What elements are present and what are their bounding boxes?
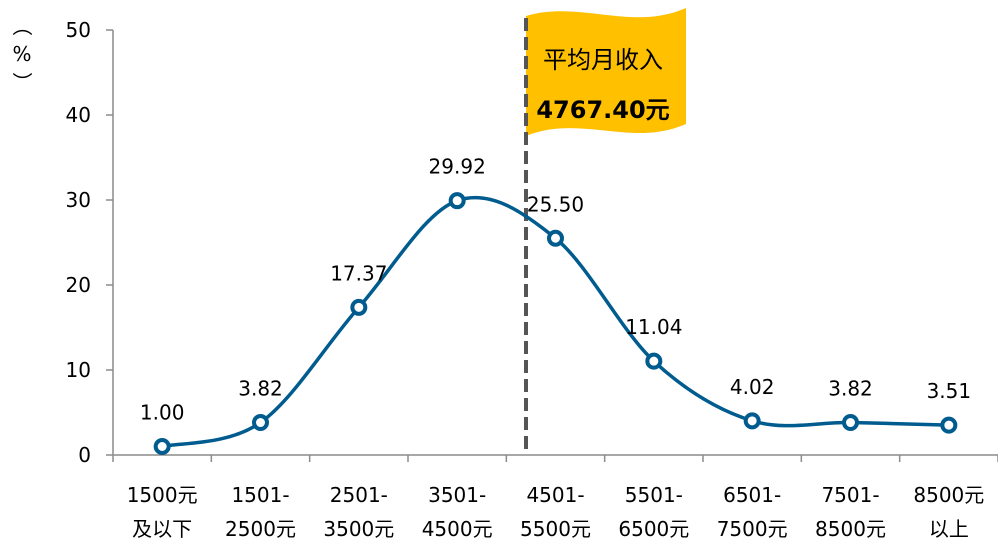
- data-label: 17.37: [330, 261, 387, 285]
- data-point: [252, 414, 269, 432]
- data-label: 1.00: [140, 401, 185, 425]
- y-tick-label: 30: [66, 188, 91, 212]
- data-label: 3.82: [828, 377, 873, 401]
- x-tick-label: 8500元: [815, 517, 886, 541]
- x-tick-label: 2500元: [225, 517, 296, 541]
- x-tick-label: 2501-: [330, 483, 388, 507]
- y-tick-label: 0: [78, 443, 91, 467]
- y-axis-label-char: （: [10, 16, 34, 36]
- data-label: 29.92: [429, 155, 486, 179]
- y-axis-label: （% ）: [10, 16, 34, 92]
- data-point: [547, 229, 564, 247]
- data-label: 3.51: [927, 379, 972, 403]
- average-income-annotation: 平均月收入 4767.40元: [524, 8, 686, 455]
- y-axis-label-char: %: [12, 42, 31, 66]
- x-tick-label: 3500元: [323, 517, 394, 541]
- y-tick-label: 10: [66, 358, 91, 382]
- data-point: [842, 414, 859, 432]
- x-tick-label: 1500元: [127, 483, 198, 507]
- x-tick-label: 4500元: [422, 517, 493, 541]
- data-point: [645, 352, 663, 370]
- data-point: [743, 412, 761, 430]
- x-tick-label: 5501-: [625, 483, 683, 507]
- annotation-title: 平均月收入: [543, 46, 663, 74]
- y-tick-label: 20: [66, 273, 91, 297]
- data-point: [940, 416, 958, 434]
- data-label: 3.82: [238, 377, 283, 401]
- data-point: [448, 192, 466, 210]
- data-point: [350, 298, 368, 316]
- x-tick-label: 及以下: [132, 517, 192, 541]
- x-tick-label: 8500元: [913, 483, 984, 507]
- x-tick-label: 7500元: [717, 517, 788, 541]
- x-tick-label: 1501-: [231, 483, 289, 507]
- data-label: 11.04: [625, 315, 682, 339]
- y-axis-label-char: ）: [10, 72, 34, 92]
- annotation-flag: [526, 8, 686, 136]
- x-tick-label: 4501-: [526, 483, 584, 507]
- x-tick-label: 7501-: [821, 483, 879, 507]
- data-point: [153, 438, 171, 455]
- series-layer: 1.00 3.82 17.37 29.92 25.50 11.04 4.02 3.82 3.51: [140, 155, 972, 455]
- x-tick-label: 以上: [929, 517, 969, 541]
- y-tick-label: 50: [66, 18, 91, 42]
- x-tick-label: 3501-: [428, 483, 486, 507]
- x-tick-label: 6501-: [723, 483, 781, 507]
- annotation-value: 4767.40元: [536, 96, 669, 124]
- data-label: 25.50: [527, 192, 584, 216]
- x-tick-label: 5500元: [520, 517, 591, 541]
- data-label: 4.02: [730, 375, 775, 399]
- y-tick-label: 40: [66, 103, 91, 127]
- x-tick-label: 6500元: [618, 517, 689, 541]
